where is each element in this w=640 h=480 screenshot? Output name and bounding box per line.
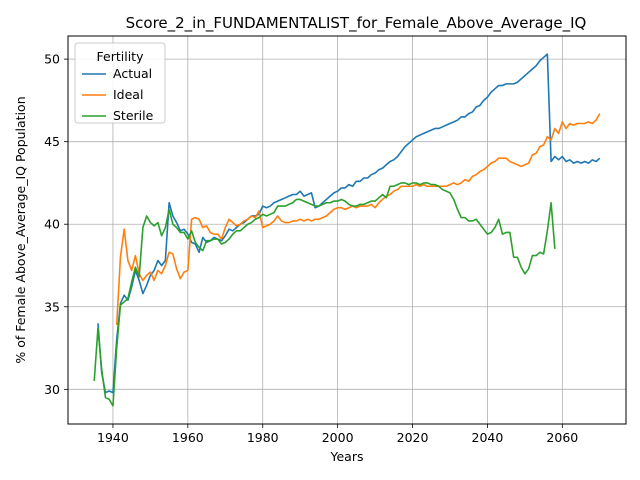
x-tick-label: 1980 [247,430,279,445]
series-line-ideal [115,113,601,325]
legend-label-sterile: Sterile [113,108,154,123]
x-tick-label: 1960 [172,430,204,445]
y-tick-label: 50 [44,52,60,67]
y-axis-label: % of Female Above_Average_IQ Population [13,96,28,363]
legend: Fertility Actual Ideal Sterile [74,42,166,124]
x-tick-label: 2000 [322,430,354,445]
plot-frame [67,35,627,425]
legend-label-actual: Actual [113,66,152,81]
legend-box [74,42,166,124]
x-tick-label: 1940 [97,430,129,445]
y-tick-label: 45 [44,134,60,149]
y-tick-label: 40 [44,217,60,232]
x-tick-label: 2060 [546,430,578,445]
chart-title: Score_2_in_FUNDAMENTALIST_for_Female_Abo… [126,14,587,33]
series-line-actual [97,53,601,394]
x-tick-label: 2040 [472,430,504,445]
legend-title: Fertility [97,49,145,64]
legend-label-ideal: Ideal [113,87,143,102]
y-tick-label: 30 [44,382,60,397]
ticks: 1940 1960 1980 2000 2020 2040 2060 30 35 40 45 50 [44,52,578,445]
x-axis-label: Years [330,449,364,464]
series-line-sterile [93,182,556,407]
series-lines [93,53,601,407]
x-tick-label: 2020 [397,430,429,445]
y-tick-label: 35 [44,299,60,314]
grid [68,36,626,424]
